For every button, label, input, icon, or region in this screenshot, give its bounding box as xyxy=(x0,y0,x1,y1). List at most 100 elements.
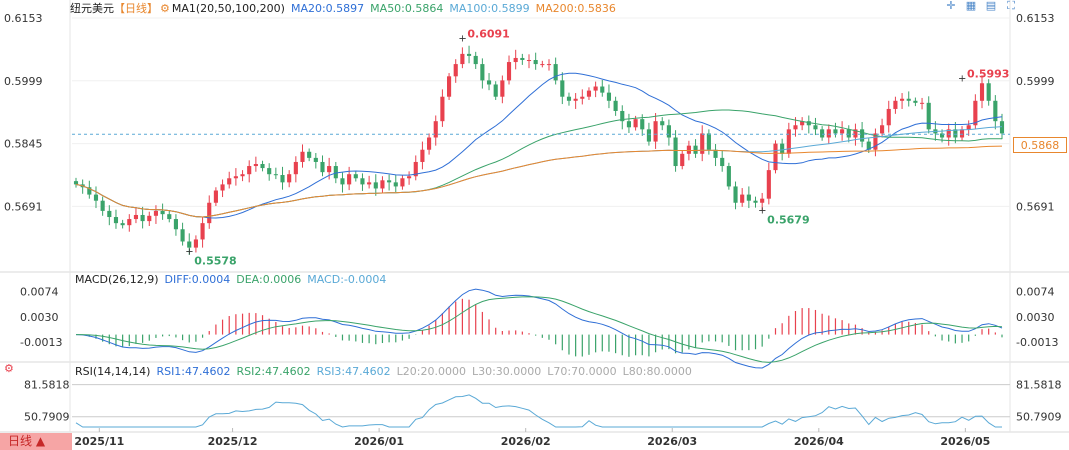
ma100-value: MA100:0.5899 xyxy=(449,2,530,15)
period-label[interactable]: 【日线】 xyxy=(114,2,158,15)
candle-body xyxy=(979,83,985,101)
candle-body xyxy=(180,229,185,242)
candle-body xyxy=(546,64,552,66)
candle-body xyxy=(860,129,865,142)
candle-body xyxy=(946,129,951,138)
candle-body xyxy=(700,133,705,154)
candle-body xyxy=(826,129,831,138)
candle-body xyxy=(686,145,691,154)
rsi-y-tick-left: 81.5818 xyxy=(24,379,70,392)
candle-body xyxy=(267,168,272,175)
current-price-tag: 0.5868 xyxy=(1013,137,1067,153)
candle-body xyxy=(200,223,205,240)
candle-body xyxy=(959,129,965,138)
candle-body xyxy=(73,181,79,185)
candle-body xyxy=(453,64,458,77)
x-tick-label: 2025/11 xyxy=(74,435,124,448)
candle-body xyxy=(273,174,278,176)
candle-body xyxy=(886,108,891,126)
candle-body xyxy=(93,194,99,201)
candle-body xyxy=(786,129,791,154)
candle-body xyxy=(347,174,352,185)
candle-body xyxy=(253,164,258,167)
macd-y-tick-left: 0.0030 xyxy=(20,311,59,324)
candle-body xyxy=(646,129,651,142)
candle-body xyxy=(486,80,492,85)
macd-y-tick-left: 0.0074 xyxy=(20,285,59,298)
candle-body xyxy=(320,161,325,173)
candle-body xyxy=(107,210,112,218)
rsi-label: RSI(14,14,14) xyxy=(75,365,151,378)
candle-body xyxy=(640,119,645,130)
candle-body xyxy=(780,143,785,154)
candle-body xyxy=(307,151,312,158)
crosshair-icon[interactable]: ✛ xyxy=(946,0,956,12)
candle-body xyxy=(133,214,139,220)
candle-body xyxy=(593,86,598,91)
candle-body xyxy=(520,57,525,61)
candle-body xyxy=(766,170,771,199)
macd-dea-value: DEA:0.0006 xyxy=(236,273,302,286)
rsi3-value: RSI3:47.4602 xyxy=(316,365,391,378)
toolbar-icons: ✛ ▦ ▤ ⛶ xyxy=(945,0,1017,12)
price-y-tick-right: 0.5691 xyxy=(1016,200,1055,213)
settings-icon[interactable]: ▤ xyxy=(985,0,997,12)
candle-body xyxy=(746,194,751,201)
grid-icon[interactable]: ▦ xyxy=(965,0,977,12)
x-tick-label: 2026/01 xyxy=(354,435,404,448)
annotation-marker: + xyxy=(185,247,193,258)
candle-body xyxy=(633,119,638,128)
candle-body xyxy=(533,60,538,65)
candle-body xyxy=(160,210,165,215)
candle-body xyxy=(260,164,265,169)
rsi2-value: RSI2:47.4602 xyxy=(236,365,311,378)
macd-diff-value: DIFF:0.0004 xyxy=(164,273,231,286)
candle-body xyxy=(873,133,878,150)
candle-body xyxy=(213,190,218,203)
ma20-value: MA20:0.5897 xyxy=(290,2,365,15)
candle-body xyxy=(227,178,232,185)
rsi-settings-icon[interactable]: ⚙ xyxy=(4,362,14,375)
candle-body xyxy=(280,175,285,183)
candle-body xyxy=(673,137,678,167)
candle-body xyxy=(526,60,532,62)
annotation-label: 0.5679 xyxy=(767,213,809,226)
expand-icon[interactable]: ⛶ xyxy=(1007,0,1015,12)
macd-y-tick-left: -0.0013 xyxy=(20,336,62,349)
candle-body xyxy=(393,182,398,187)
price-y-tick-left: 0.5691 xyxy=(4,200,43,213)
macd-y-tick-right: -0.0013 xyxy=(1016,336,1058,349)
candle-body xyxy=(893,100,898,109)
rsi-l70-value: L70:70.0000 xyxy=(547,365,617,378)
ma20-line xyxy=(75,72,1003,219)
candle-body xyxy=(560,80,565,97)
candle-body xyxy=(880,125,885,134)
candle-body xyxy=(313,157,318,162)
candle-body xyxy=(460,53,465,65)
candle-body xyxy=(173,219,178,230)
candle-body xyxy=(833,129,838,134)
price-panel-header: 纽元美元【日线】 ⚙ MA1(20,50,100,200) MA20:0.5897 MA… xyxy=(70,2,622,16)
candle-body xyxy=(606,92,612,101)
candle-body xyxy=(340,178,345,185)
candle-body xyxy=(240,174,245,177)
candle-body xyxy=(900,98,905,101)
ma200-line xyxy=(75,145,1003,218)
candle-body xyxy=(713,149,718,158)
annotation-label: 0.5993 xyxy=(967,67,1009,80)
candle-body xyxy=(500,80,505,97)
rsi-y-tick-right: 50.7909 xyxy=(1016,411,1062,424)
candle-body xyxy=(733,186,738,203)
settings-small-icon[interactable]: ⚙ xyxy=(160,2,170,15)
candle-body xyxy=(333,166,338,179)
period-selector-button[interactable]: 日线 ▲ xyxy=(0,433,72,450)
candle-body xyxy=(373,182,378,189)
candle-body xyxy=(913,100,918,103)
candle-body xyxy=(973,100,978,126)
rsi-l80-value: L80:80.0000 xyxy=(622,365,692,378)
annotation-label: 0.5578 xyxy=(194,255,236,268)
candle-body xyxy=(113,217,119,224)
candle-body xyxy=(413,161,418,177)
price-y-tick-left: 0.5845 xyxy=(4,138,43,151)
candle-body xyxy=(540,64,545,66)
